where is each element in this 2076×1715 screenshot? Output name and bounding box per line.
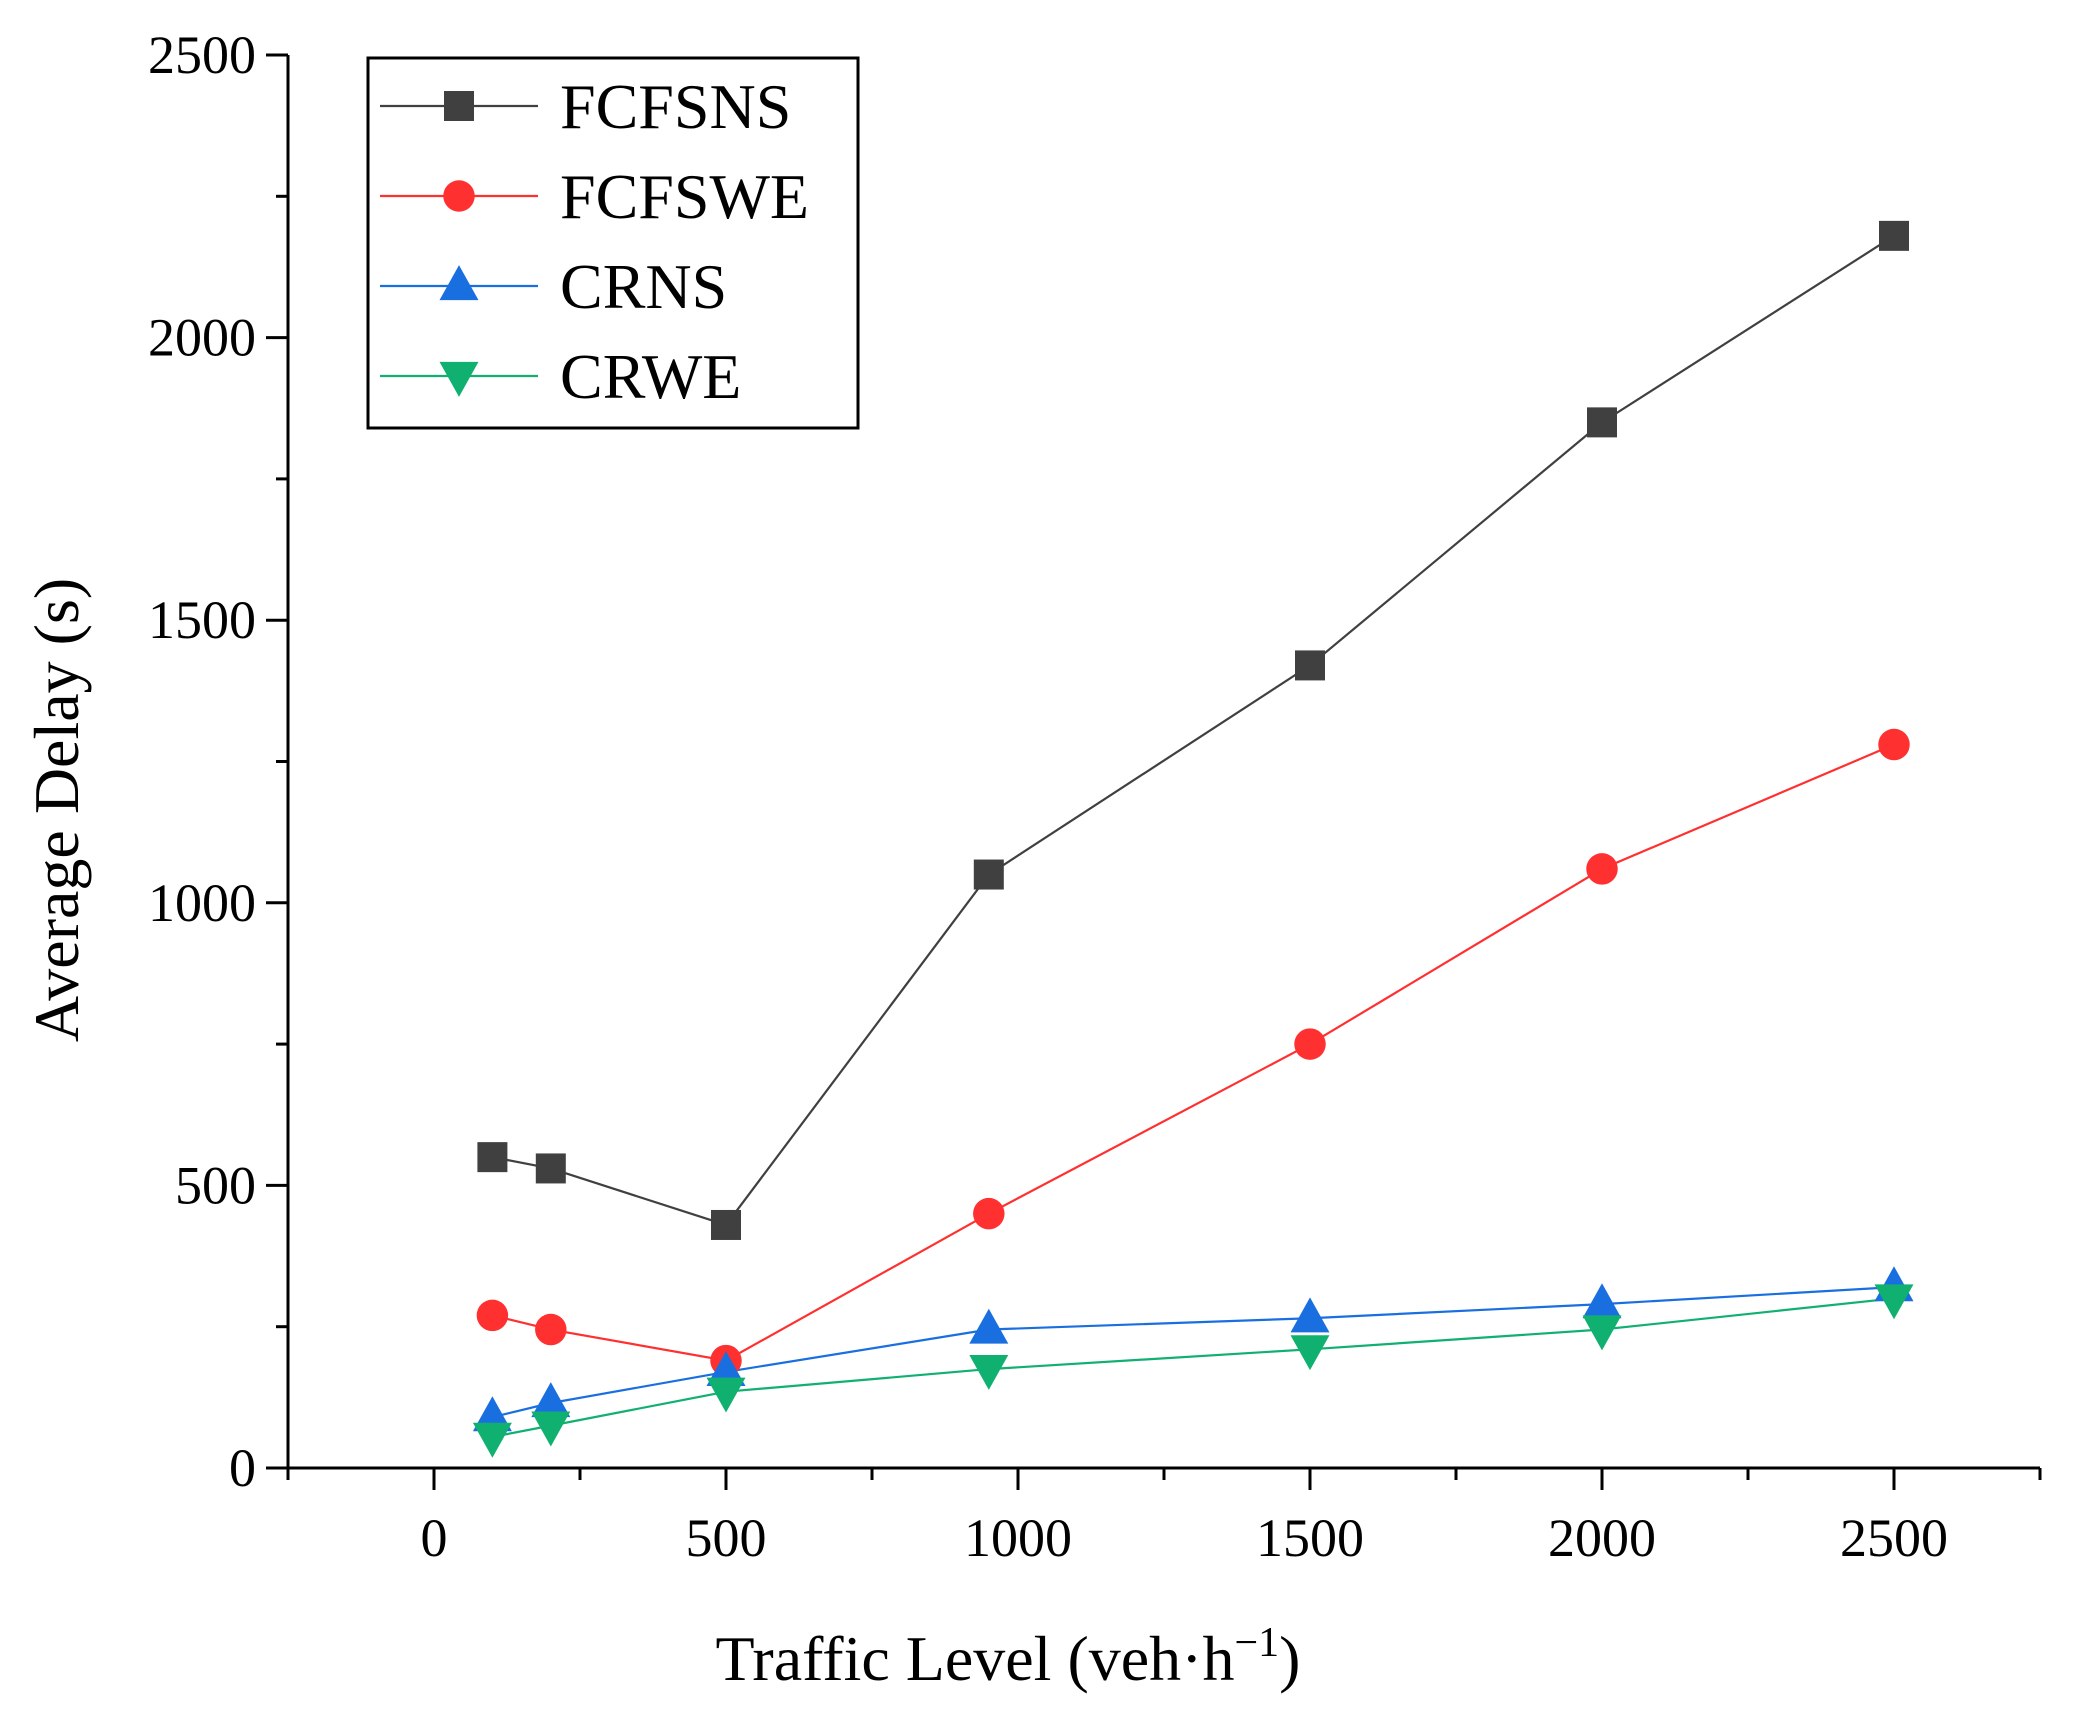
y-tick-label: 1500 [148, 590, 256, 650]
data-point-fcfsns [535, 1153, 566, 1184]
data-point-fcfsns [477, 1142, 508, 1173]
x-axis-title-superscript: −1 [1234, 1620, 1279, 1666]
x-tick-label: 2000 [1548, 1508, 1656, 1568]
series-markers [472, 220, 1914, 1458]
data-point-crns [1582, 1283, 1622, 1319]
data-point-fcfswe [535, 1313, 567, 1346]
legend-label-crns: CRNS [560, 251, 727, 322]
legend-label-fcfsns: FCFSNS [560, 71, 791, 142]
y-tick-label: 2500 [148, 25, 256, 85]
data-point-crwe [472, 1422, 512, 1458]
x-tick-label: 2500 [1840, 1508, 1948, 1568]
y-tick-label: 0 [229, 1438, 256, 1498]
data-point-crwe [1582, 1315, 1622, 1351]
data-point-fcfswe [1294, 1028, 1326, 1060]
series-line-crwe [492, 1297, 1895, 1438]
data-point-crwe [706, 1377, 746, 1413]
x-axis-title-main: Traffic Level (veh·h [716, 1623, 1235, 1694]
x-tick-label: 0 [421, 1508, 448, 1568]
data-point-crwe [969, 1354, 1009, 1390]
y-tick-label: 2000 [148, 308, 256, 368]
legend-label-crwe: CRWE [560, 341, 741, 412]
data-point-crns [969, 1308, 1009, 1344]
legend-marker-fcfswe [443, 180, 475, 212]
axes: 0 500 1000 1500 2000 2500 0 500 1000 1500 2000 2500 [148, 25, 2042, 1568]
data-point-crwe [1874, 1284, 1914, 1320]
data-point-crns [706, 1351, 746, 1387]
data-point-fcfsns [973, 859, 1004, 890]
data-point-crns [531, 1382, 571, 1418]
y-axis-title: Average Delay (s) [21, 578, 92, 1042]
data-point-crns [472, 1396, 512, 1432]
legend-marker-crns [439, 265, 479, 301]
x-axis-title-suffix: ) [1279, 1623, 1300, 1694]
x-axis-title: Traffic Level (veh·h−1) [716, 1620, 1301, 1694]
data-point-crns [1290, 1297, 1330, 1333]
data-point-fcfswe [1878, 728, 1910, 761]
legend: FCFSNS FCFSWE CRNS CRWE [366, 56, 860, 430]
data-point-fcfswe [1586, 853, 1618, 885]
y-tick-label: 500 [175, 1155, 256, 1215]
data-point-fcfswe [973, 1197, 1005, 1230]
data-point-crwe [531, 1411, 571, 1447]
data-point-fcfswe [476, 1299, 509, 1332]
data-point-fcfsns [711, 1209, 741, 1240]
data-point-crwe [1290, 1335, 1330, 1371]
legend-marker-crwe [439, 361, 479, 397]
data-point-fcfsns [1879, 220, 1909, 251]
y-tick-label: 1000 [148, 873, 256, 933]
legend-marker-fcfsns [444, 91, 474, 121]
data-point-fcfsns [1295, 650, 1325, 681]
series-line-fcfswe [492, 743, 1895, 1362]
x-tick-label: 500 [686, 1508, 767, 1568]
data-point-fcfsns [1587, 407, 1617, 438]
x-tick-label: 1500 [1256, 1508, 1364, 1568]
series-line-crns [492, 1286, 1895, 1419]
x-tick-label: 1000 [964, 1508, 1072, 1568]
legend-label-fcfswe: FCFSWE [560, 161, 809, 232]
